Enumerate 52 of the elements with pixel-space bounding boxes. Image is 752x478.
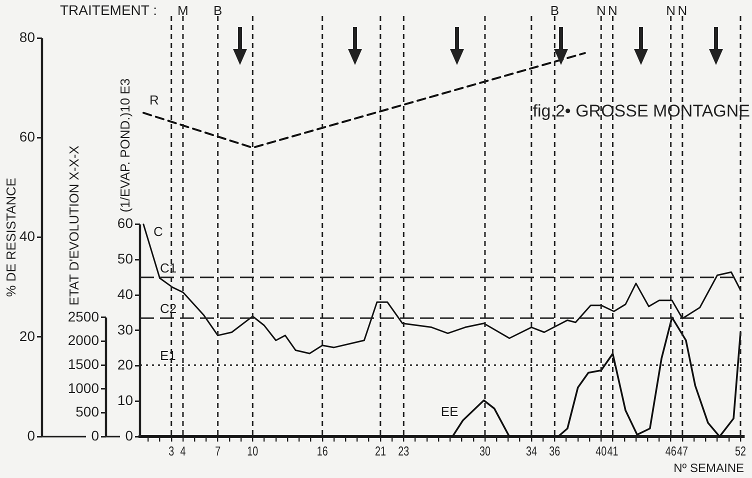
y-axis-title: % DE RESISTANCE (4, 178, 19, 297)
x-tick-label: 52 (735, 446, 746, 460)
y2-tick-label: 10 (117, 392, 134, 408)
x-tick-label: 46 (665, 446, 676, 460)
x-tick-label: 36 (549, 446, 560, 460)
y2-axis-title: (1/EVAP. POND.)10 E3 (118, 78, 133, 212)
y-tick-label: 60 (19, 128, 36, 145)
y2-tick-label: 50 (117, 250, 134, 267)
y-tick-label: 40 (19, 228, 36, 244)
y3-tick-label: 2000 (68, 332, 100, 348)
y2-tick-label: 0 (125, 427, 134, 444)
y2-tick-label: 40 (117, 286, 134, 302)
y2-tick-label: 30 (117, 321, 134, 338)
ref-line-label: N (666, 3, 676, 18)
x-tick-label: 30 (479, 446, 490, 460)
text: TRAITEMENT : (60, 2, 157, 18)
y3-tick-label: 500 (76, 404, 100, 420)
ref-line-label: N (596, 3, 606, 18)
y-tick-label: 80 (19, 28, 36, 45)
ref-line-label: M (178, 3, 188, 18)
series-label: C (153, 224, 163, 239)
x-tick-label: 47 (676, 446, 688, 460)
text: fig.2• GROSSE MONTAGNE (532, 102, 750, 121)
x-tick-label: 23 (398, 446, 410, 460)
x-tick-label: 21 (374, 446, 386, 460)
ref-line-label: B (213, 3, 222, 18)
x-tick-label: 10 (247, 446, 258, 460)
x-tick-label: 41 (607, 446, 618, 460)
x-tick-label: 7 (215, 446, 221, 460)
ref-line-label: B (550, 3, 560, 18)
ref-line-label: C1 (160, 260, 177, 276)
series-label: R (149, 92, 159, 108)
y2-tick-label: 60 (117, 215, 134, 232)
series-label: EE (440, 404, 459, 419)
x-tick-label: 3 (168, 446, 174, 460)
y3-tick-label: 0 (91, 427, 100, 444)
ref-line-label: C2 (160, 301, 177, 316)
y3-axis-title: ETAT D'EVOLUTION X-X-X (66, 145, 82, 306)
ref-line-label: N (678, 3, 688, 18)
x-tick-label: 34 (526, 446, 538, 460)
y3-tick-label: 2500 (68, 308, 100, 324)
y3-tick-label: 1500 (68, 356, 100, 372)
x-tick-label: 4 (180, 446, 186, 460)
y-tick-label: 0 (27, 427, 36, 444)
x-tick-label: 40 (596, 446, 607, 460)
y3-tick-label: 1000 (68, 380, 100, 396)
x-axis-title: Nº SEMAINE (674, 461, 744, 476)
x-tick-label: 16 (316, 446, 328, 460)
ref-line-label: E1 (160, 348, 176, 364)
y-tick-label: 20 (19, 328, 36, 344)
y2-tick-label: 20 (117, 356, 134, 373)
ref-line-label: N (608, 3, 618, 18)
